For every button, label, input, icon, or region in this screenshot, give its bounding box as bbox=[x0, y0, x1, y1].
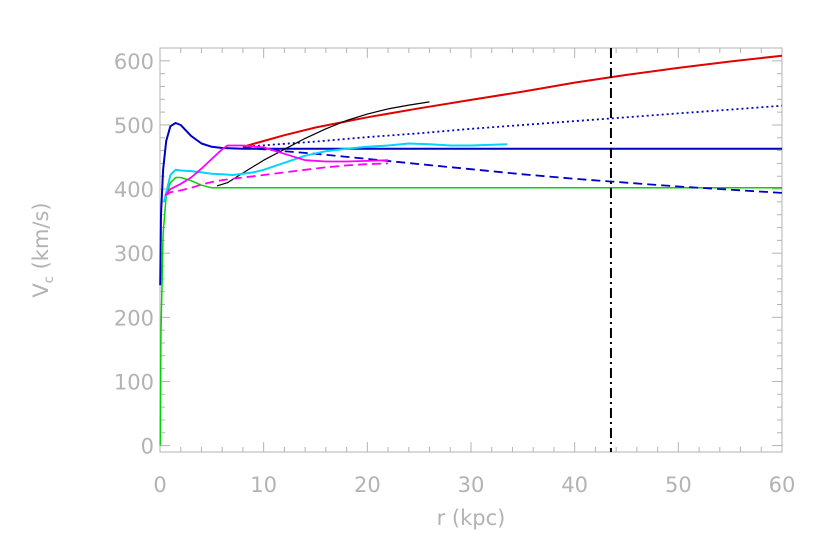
y-tick-label: 600 bbox=[114, 50, 154, 74]
x-tick-label: 30 bbox=[458, 473, 485, 497]
y-axis-title-subscript: c bbox=[42, 276, 57, 283]
x-axis-title: r (kpc) bbox=[437, 506, 506, 530]
series-line-2 bbox=[159, 122, 782, 286]
y-tick-label: 400 bbox=[114, 178, 154, 202]
x-tick-label: 60 bbox=[769, 473, 796, 497]
x-tick-label: 20 bbox=[354, 473, 381, 497]
plot-area bbox=[159, 48, 783, 452]
series-line-3 bbox=[242, 146, 783, 194]
series-line-4 bbox=[242, 104, 783, 148]
x-tick-label: 10 bbox=[250, 473, 277, 497]
plot-frame bbox=[159, 47, 783, 453]
x-tick-label: 50 bbox=[665, 473, 692, 497]
y-tick-label: 0 bbox=[141, 435, 154, 459]
y-axis-title-main: V bbox=[29, 283, 53, 298]
axis-ticks bbox=[159, 48, 783, 452]
series-line-5 bbox=[242, 54, 783, 148]
series-line-6 bbox=[216, 101, 430, 187]
x-tick-label: 40 bbox=[561, 473, 588, 497]
y-axis-title-unit: (km/s) bbox=[29, 202, 53, 276]
y-tick-label: 200 bbox=[114, 306, 154, 330]
x-tick-label: 0 bbox=[153, 473, 166, 497]
series-line-7 bbox=[163, 142, 508, 203]
series-line-9 bbox=[164, 162, 389, 197]
y-tick-label: 500 bbox=[114, 114, 154, 138]
y-tick-label: 100 bbox=[114, 370, 154, 394]
y-tick-label: 300 bbox=[114, 242, 154, 266]
y-axis-title: Vc (km/s) bbox=[29, 202, 57, 297]
series-line-1 bbox=[159, 176, 782, 446]
series-line-8 bbox=[164, 144, 389, 197]
